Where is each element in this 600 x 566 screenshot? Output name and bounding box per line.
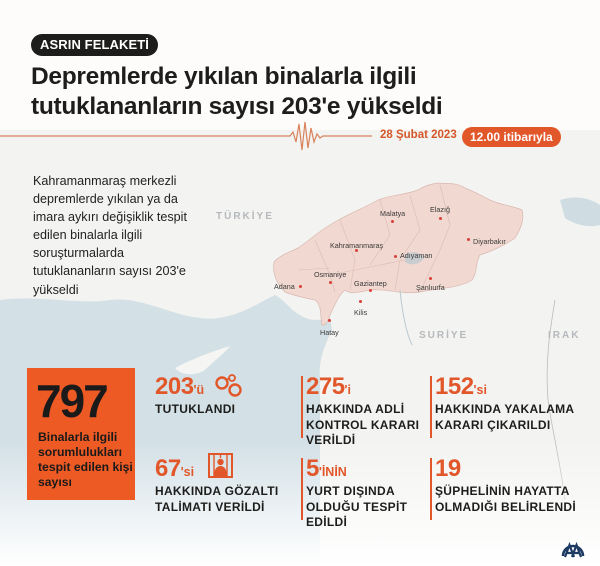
stat-label: ŞÜPHELİNİN HAYATTA OLMADIĞI BELİRLENDİ bbox=[435, 484, 577, 514]
stat-arrested: 203'ü TUTUKLANDI bbox=[155, 374, 285, 418]
stat-label: HAKKINDA GÖZALTI TALİMATI VERİLDİ bbox=[155, 484, 279, 514]
city-osmaniye: Osmaniye bbox=[314, 270, 347, 279]
stat-number: 5 bbox=[306, 455, 319, 482]
city-malatya: Malatya bbox=[380, 209, 406, 218]
date-label: 28 Şubat 2023 bbox=[380, 129, 457, 141]
city-sanliurfa: Şanlıurfa bbox=[416, 283, 445, 292]
divider bbox=[430, 376, 432, 438]
divider bbox=[301, 458, 303, 520]
highlight-number: 797 bbox=[36, 375, 109, 427]
city-dot bbox=[467, 238, 470, 241]
city-dot bbox=[391, 220, 394, 223]
stat-abroad: 5'İNİN YURT DIŞINDA OLDUĞU TESPİT EDİLDİ bbox=[306, 456, 426, 531]
stat-suffix: 'i bbox=[344, 383, 351, 397]
highlight-box: 797 Binalarla ilgili sorumlulukları tesp… bbox=[27, 368, 135, 500]
city-dot bbox=[355, 249, 358, 252]
stat-number: 275 bbox=[306, 373, 345, 400]
city-dot bbox=[369, 289, 372, 292]
city-kahramanmaras: Kahramanmaraş bbox=[330, 241, 384, 250]
city-dot bbox=[429, 277, 432, 280]
city-dot bbox=[329, 281, 332, 284]
stat-label: HAKKINDA ADLİ KONTROL KARARI VERİLDİ bbox=[306, 402, 420, 447]
stat-suffix: 'si bbox=[473, 383, 487, 397]
highlight-label: Binalarla ilgili sorumlulukları tespit e… bbox=[38, 430, 133, 489]
city-dot bbox=[439, 217, 442, 220]
stat-deceased: 19 ŞÜPHELİNİN HAYATTA OLMADIĞI BELİRLEND… bbox=[435, 456, 585, 515]
stat-suffix: 'İNİN bbox=[318, 465, 347, 479]
divider bbox=[430, 458, 432, 520]
city-dot bbox=[394, 255, 397, 258]
stat-number: 19 bbox=[435, 455, 461, 482]
stat-detention: 67'si HAKKINDA GÖZALTI TALİMATI VERİLDİ bbox=[155, 456, 285, 515]
stat-judicial-control: 275'i HAKKINDA ADLİ KONTROL KARARI VERİL… bbox=[306, 374, 426, 449]
seismograph-icon bbox=[0, 121, 372, 151]
city-kilis: Kilis bbox=[354, 308, 368, 317]
stat-number: 67 bbox=[155, 455, 181, 482]
stat-suffix: 'ü bbox=[193, 383, 205, 397]
city-gaziantep: Gaziantep bbox=[354, 279, 387, 288]
page-title: Depremlerde yıkılan binalarla ilgili tut… bbox=[31, 62, 551, 122]
map-label-irak: IRAK bbox=[548, 330, 581, 341]
stat-label: YURT DIŞINDA OLDUĞU TESPİT EDİLDİ bbox=[306, 484, 408, 529]
stat-suffix: 'si bbox=[180, 465, 195, 479]
stat-label: TUTUKLANDI bbox=[155, 402, 236, 416]
city-adana: Adana bbox=[274, 282, 295, 291]
divider bbox=[301, 376, 303, 438]
city-diyarbakir: Diyarbakır bbox=[473, 237, 506, 246]
city-adiyaman: Adıyaman bbox=[400, 251, 433, 260]
stat-number: 152 bbox=[435, 373, 474, 400]
stat-number: 203 bbox=[155, 373, 194, 400]
stat-arrest-warrant: 152'si HAKKINDA YAKALAMA KARARI ÇIKARILD… bbox=[435, 374, 585, 433]
time-badge: 12.00 itibarıyla bbox=[462, 127, 561, 147]
city-hatay: Hatay bbox=[320, 328, 339, 337]
city-dot bbox=[328, 319, 331, 322]
title-line-1: Depremlerde yıkılan binalarla ilgili bbox=[31, 63, 417, 90]
handcuffs-icon bbox=[215, 374, 242, 397]
city-elazig: Elazığ bbox=[430, 205, 450, 214]
title-line-2: tutuklananların sayısı 203'e yükseldi bbox=[31, 93, 443, 120]
stat-label: HAKKINDA YAKALAMA KARARI ÇIKARILDI bbox=[435, 402, 574, 432]
city-dot bbox=[299, 285, 302, 288]
category-badge: ASRIN FELAKETİ bbox=[31, 34, 159, 56]
city-dot bbox=[359, 300, 362, 303]
jail-icon bbox=[208, 453, 233, 478]
map-label-turkiye: TÜRKİYE bbox=[216, 211, 274, 222]
aa-logo-icon bbox=[561, 541, 585, 558]
intro-text: Kahramanmaraş merkezli depremlerde yıkıl… bbox=[33, 174, 187, 297]
map-label-suriye: SURİYE bbox=[419, 330, 469, 341]
